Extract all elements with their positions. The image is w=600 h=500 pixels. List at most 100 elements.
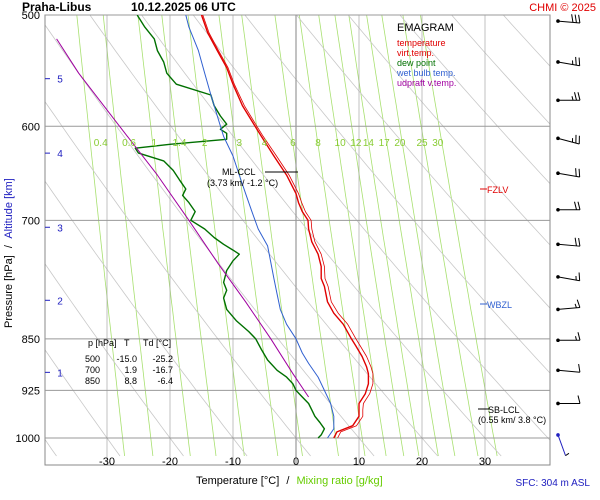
data-table: p [hPa] T Td [°C] 500 -15.0 -25.2 700 1.… — [85, 338, 173, 386]
wind-barb-flag — [578, 272, 581, 281]
temp-tick-label: -30 — [99, 456, 115, 468]
wind-barb-flag — [578, 363, 581, 373]
legend-virt-temp: virt.temp. — [397, 48, 434, 58]
wind-barb-flag — [577, 201, 581, 210]
station-name: Praha-Libus — [22, 0, 92, 14]
x-axis-title-sep: / — [286, 475, 290, 487]
legend-wet-bulb: wet bulb temp. — [396, 68, 456, 78]
altitude-tick-label: 3 — [57, 223, 63, 234]
series-virt-temp — [202, 15, 374, 439]
legend-updraft: udpraft v.temp. — [397, 78, 456, 88]
mixing-ratio-label: 12 — [350, 138, 362, 149]
wind-barb — [556, 56, 581, 67]
mixing-ratio-label: 14 — [363, 138, 375, 149]
ml-ccl-label: ML-CCL — [222, 167, 256, 177]
wind-barb-flag — [577, 395, 581, 404]
svg-text:Pressure [hPa] / A: Pressure [hPa] / Altitude [km] — [3, 178, 15, 328]
wind-barb — [556, 272, 581, 282]
mixing-ratio-line — [137, 15, 191, 457]
wind-barb-flag — [578, 168, 581, 178]
dry-adiabat — [192, 15, 550, 441]
wind-barb-flag — [575, 168, 577, 177]
series-udpraft-v-temp — [56, 38, 310, 398]
mixing-ratio-label: 20 — [394, 138, 406, 149]
wind-barb-station — [556, 171, 560, 176]
mixing-ratio-line — [298, 15, 366, 457]
dry-adiabat — [451, 15, 550, 125]
pressure-tick-label: 925 — [22, 385, 40, 397]
wind-barb-station — [556, 338, 560, 343]
surface-elevation: SFC: 304 m ASL — [516, 478, 591, 489]
wind-barb-flag — [577, 332, 581, 341]
series-temperature — [200, 15, 370, 439]
pressure-tick-label: 1000 — [16, 433, 40, 445]
temp-tick-label: -10 — [225, 456, 241, 468]
table-header-p: p [hPa] — [88, 338, 117, 348]
mixing-ratio-label: 0.6 — [122, 138, 136, 149]
wind-barb-station — [556, 136, 560, 141]
y-axis-title-sep: / — [3, 244, 15, 248]
table-cell: -25.2 — [152, 354, 173, 364]
wind-barb-staff — [557, 306, 580, 310]
wind-barb-flag — [574, 237, 577, 246]
fzlv-label: FZLV — [487, 185, 508, 195]
temp-tick-label: -20 — [162, 456, 178, 468]
wind-barb — [556, 14, 581, 24]
wind-barb-flag — [571, 14, 574, 23]
mixing-ratio-label: 1.4 — [172, 138, 186, 149]
mixing-ratio-line — [402, 15, 479, 457]
mixing-ratio-label: 0.4 — [94, 138, 108, 149]
mixing-ratio-label: 17 — [379, 138, 391, 149]
mixing-ratio-line — [187, 15, 245, 457]
y-axis-title-pressure: Pressure [hPa] — [3, 255, 15, 328]
y-axis-title-altitude: Altitude [km] — [3, 178, 15, 239]
legend-dew-point: dew point — [397, 58, 436, 68]
x-axis-title-mixing: Mixing ratio [g/kg] — [296, 475, 382, 487]
wind-barb-flag — [578, 237, 581, 247]
pressure-tick-label: 850 — [22, 334, 40, 346]
dry-adiabat — [45, 100, 311, 457]
wind-barb-flag — [578, 14, 581, 24]
datetime: 10.12.2025 06 UTC — [131, 0, 236, 14]
mixing-ratio-line — [366, 15, 439, 457]
wind-barb — [556, 299, 581, 312]
mixing-ratio-label: 4 — [262, 138, 268, 149]
wind-barb-half — [574, 303, 577, 308]
mixing-ratio-label: 3 — [237, 138, 243, 149]
table-cell: 850 — [85, 376, 100, 386]
wind-barb-flag — [577, 92, 581, 101]
wind-barbs — [556, 14, 581, 457]
legend-title: EMAGRAM — [397, 22, 454, 34]
wind-barb-station — [556, 207, 560, 212]
wind-barb — [556, 168, 581, 178]
wbzl-marker: WBZL — [480, 300, 512, 310]
dry-adiabat — [532, 0, 600, 456]
dry-adiabat — [45, 180, 248, 457]
wind-barb-station — [556, 401, 560, 406]
grid — [44, 14, 551, 466]
dry-adiabat — [583, 0, 600, 456]
wind-barb-station — [556, 368, 560, 373]
mixing-ratio-label: 25 — [416, 138, 428, 149]
dry-adiabat — [45, 24, 375, 457]
wind-barb-staff — [557, 434, 566, 456]
mixing-ratio-label: 1 — [151, 138, 157, 149]
dry-adiabat — [45, 349, 121, 457]
altitude-tick-label: 1 — [57, 368, 63, 379]
ml-ccl-values: (3.73 km/ -1.2 °C) — [207, 178, 278, 188]
wind-barb-flag — [574, 14, 577, 23]
mixing-ratio-label: 30 — [432, 138, 444, 149]
mixing-ratio-line — [241, 15, 303, 457]
wind-barb-flag — [578, 57, 581, 66]
mixing-ratio-lines — [76, 15, 498, 457]
table-cell: -6.4 — [157, 376, 173, 386]
dry-adiabat — [296, 15, 550, 309]
wind-barb — [556, 201, 581, 212]
wind-barb-half — [565, 452, 570, 457]
wind-barb-flag — [575, 56, 577, 66]
mixing-ratio-line — [102, 15, 154, 457]
profiles — [56, 15, 374, 439]
table-header-td: Td [°C] — [143, 338, 171, 348]
